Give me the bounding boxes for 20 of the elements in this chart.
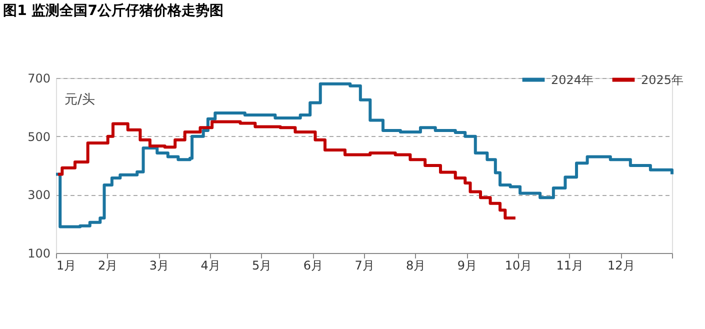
x-tick-label: 3月	[149, 258, 169, 272]
x-tick-label: 12月	[608, 258, 635, 272]
y-tick-label: 700	[28, 72, 50, 86]
y-tick-label: 500	[28, 130, 50, 144]
chart-title: 图1 监测全国7公斤仔猪价格走势图	[3, 2, 224, 19]
x-tick-label: 11月	[556, 258, 584, 272]
x-tick-label: 4月	[200, 258, 220, 272]
x-tick-label: 10月	[504, 258, 532, 272]
x-tick-label: 8月	[406, 258, 426, 272]
x-tick-label: 2月	[98, 258, 118, 272]
x-tick-label: 5月	[252, 258, 272, 272]
x-tick-label: 9月	[457, 258, 477, 272]
y-tick-label: 300	[28, 188, 50, 202]
legend-label: 2024年	[551, 72, 594, 87]
legend-label: 2025年	[641, 72, 684, 87]
x-tick-label: 6月	[303, 258, 323, 272]
x-tick-label: 7月	[354, 258, 374, 272]
y-tick-label: 100	[28, 246, 50, 260]
x-tick-label: 1月	[56, 258, 76, 272]
y-axis-title: 元/头	[64, 92, 95, 108]
